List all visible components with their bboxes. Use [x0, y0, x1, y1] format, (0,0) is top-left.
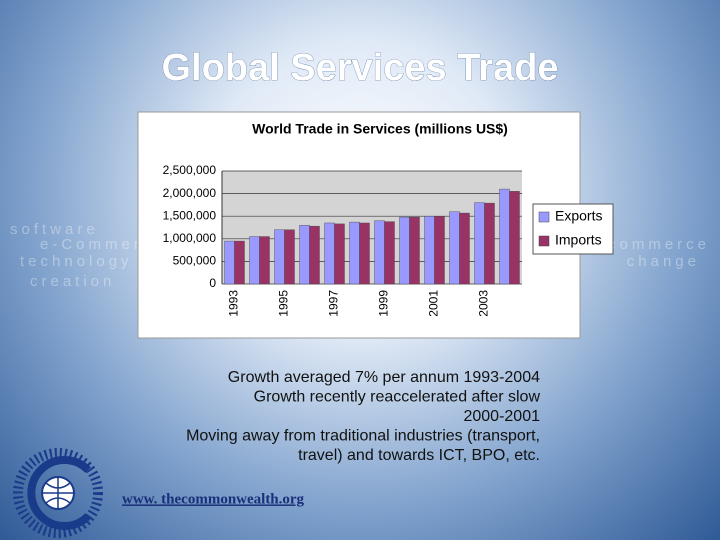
bar: [299, 225, 310, 285]
bar: [284, 229, 295, 285]
y-tick-label: 2,500,000: [163, 163, 217, 177]
bullet: Growth recently reaccelerated after slow…: [254, 389, 541, 426]
bar: [309, 225, 320, 285]
bar: [334, 223, 345, 285]
bar: [399, 216, 410, 285]
bar: [434, 215, 445, 285]
plot-area: [222, 171, 522, 284]
y-tick-label: 1,000,000: [163, 231, 217, 245]
background-word: technology: [20, 253, 133, 270]
chart: 0 500,000 1,000,000 1,500,000 2,000,000 2,500…: [163, 163, 603, 317]
legend-label: Exports: [555, 208, 602, 224]
y-tick-label: 2,000,000: [163, 186, 217, 200]
bullet: Moving away from traditional industries …: [186, 428, 540, 465]
y-tick-label: 0: [209, 276, 216, 290]
bar: [409, 216, 420, 285]
x-tick-label: 2001: [427, 290, 441, 317]
background-word: change: [627, 253, 700, 270]
chart-title: World Trade in Services (millions US$): [252, 121, 508, 137]
bar: [249, 236, 260, 285]
bar: [324, 222, 335, 285]
x-tick-label: 2003: [477, 290, 491, 317]
legend-label: Imports: [555, 232, 602, 248]
x-tick-label: 1997: [327, 290, 341, 317]
legend-swatch: [538, 211, 550, 223]
bullet: Growth averaged 7% per annum 1993-2004: [228, 369, 540, 386]
y-tick-label: 500,000: [173, 254, 217, 268]
background-word: e-Commerce: [40, 236, 167, 253]
slide-title: Global Services Trade: [161, 47, 558, 89]
x-tick-label: 1999: [377, 290, 391, 317]
url[interactable]: www. thecommonwealth.org: [122, 491, 305, 507]
bar: [449, 211, 460, 285]
background-word: commerce: [608, 236, 710, 253]
logo: [13, 448, 103, 538]
bar: [474, 202, 485, 285]
x-tick-label: 1995: [277, 290, 291, 317]
bar: [274, 229, 285, 285]
bar: [384, 221, 395, 285]
bar: [234, 240, 245, 285]
background-word: software: [10, 221, 99, 238]
bar: [259, 236, 270, 285]
background-word: creation: [30, 273, 115, 290]
x-tick-label: 1993: [227, 290, 241, 317]
bar: [224, 240, 235, 285]
bar: [424, 215, 435, 285]
bar: [509, 191, 520, 285]
bar: [499, 188, 510, 285]
bullets: Growth averaged 7% per annum 1993-2004 Gr…: [186, 369, 540, 464]
y-tick-label: 1,500,000: [163, 208, 217, 222]
bar: [374, 220, 385, 285]
bar: [459, 212, 470, 285]
legend-swatch: [538, 235, 550, 247]
bar: [484, 202, 495, 285]
bar: [349, 221, 360, 285]
bar: [359, 222, 370, 285]
